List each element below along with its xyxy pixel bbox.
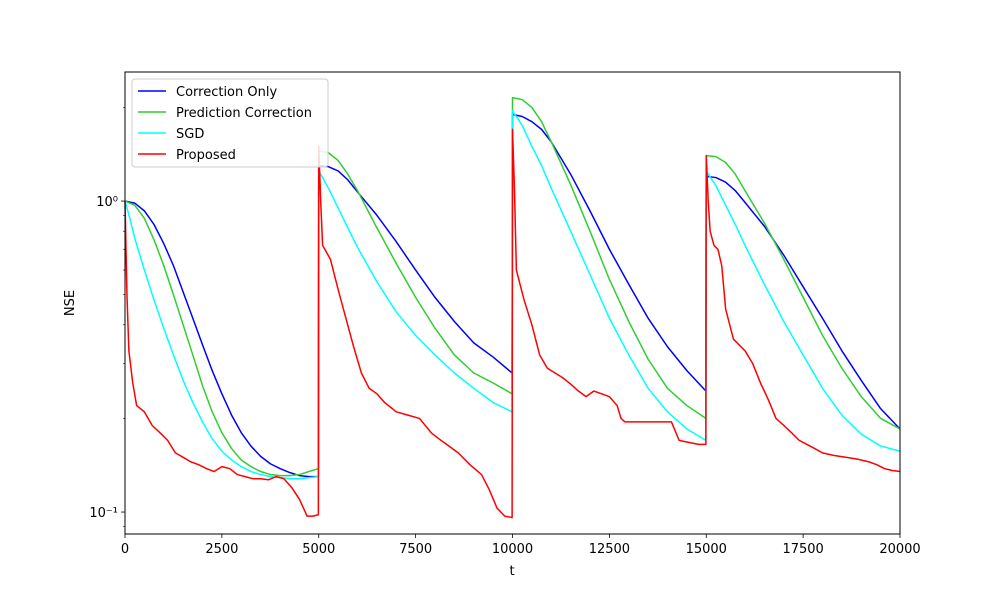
x-tick-label: 0 bbox=[121, 542, 129, 557]
x-tick-label: 2500 bbox=[205, 542, 238, 557]
y-axis-label: NSE bbox=[63, 290, 78, 316]
x-axis-label: t bbox=[509, 564, 514, 579]
x-axis-ticks: 0 2500 5000 7500 10000 12500 15000 17500 20000 bbox=[121, 534, 921, 557]
series-line-proposed bbox=[124, 128, 901, 519]
legend-label: Prediction Correction bbox=[176, 106, 312, 121]
x-tick-label: 10000 bbox=[492, 542, 533, 557]
series-line-sgd bbox=[124, 110, 901, 480]
y-tick-label: 10⁰ bbox=[96, 195, 118, 210]
legend-box bbox=[131, 78, 329, 168]
x-tick-label: 20000 bbox=[879, 542, 920, 557]
series-line-correction-only bbox=[124, 113, 901, 478]
x-tick-label: 7500 bbox=[399, 542, 432, 557]
x-tick-label: 5000 bbox=[302, 542, 335, 557]
legend-label: Correction Only bbox=[176, 85, 277, 100]
legend-label: SGD bbox=[176, 127, 204, 142]
plot-lines bbox=[124, 96, 901, 519]
x-tick-label: 15000 bbox=[686, 542, 727, 557]
legend: Correction Only Prediction Correction SGD P… bbox=[131, 78, 329, 168]
series-line-prediction-correction bbox=[124, 96, 901, 477]
legend-label: Proposed bbox=[176, 148, 236, 163]
y-tick-label: 10⁻¹ bbox=[89, 506, 118, 521]
x-tick-label: 12500 bbox=[589, 542, 630, 557]
x-tick-label: 17500 bbox=[782, 542, 823, 557]
y-axis-ticks: 10⁻¹ 10⁰ bbox=[89, 107, 125, 527]
